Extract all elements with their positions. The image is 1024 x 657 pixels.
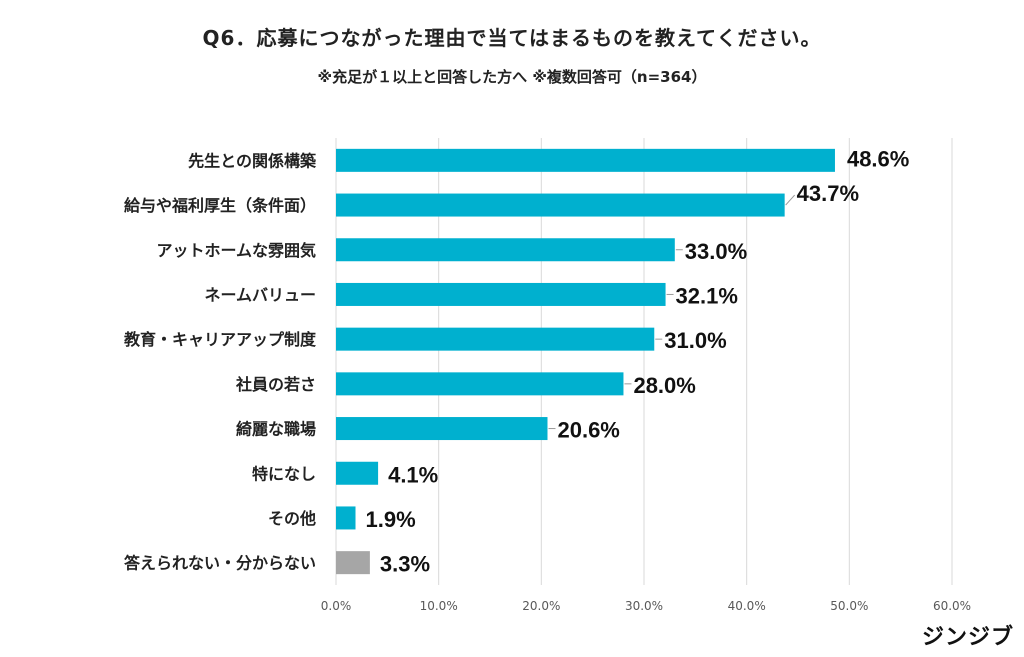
- category-label: ネームバリュー: [204, 285, 316, 304]
- category-label: 特になし: [252, 464, 316, 483]
- bar: [336, 551, 370, 575]
- x-tick-label: 10.0%: [420, 599, 458, 613]
- value-label: 28.0%: [633, 373, 695, 398]
- x-tick-label: 40.0%: [728, 599, 766, 613]
- bar: [336, 461, 379, 485]
- category-label: 教育・キャリアアップ制度: [124, 330, 317, 349]
- category-label: 社員の若さ: [235, 375, 316, 394]
- category-label: 綺麗な職場: [236, 420, 316, 439]
- value-label: 32.1%: [676, 283, 738, 308]
- x-tick-label: 50.0%: [830, 599, 868, 613]
- value-leader-line: [785, 194, 796, 206]
- value-label: 4.1%: [388, 462, 438, 487]
- value-label: 1.9%: [366, 507, 416, 532]
- category-label: アットホームな雰囲気: [156, 241, 316, 260]
- category-label: 答えられない・分からない: [124, 554, 316, 573]
- brand-logo: ジンジブ: [921, 625, 1014, 650]
- bar: [336, 148, 835, 172]
- x-tick-label: 20.0%: [522, 599, 560, 613]
- value-label: 3.3%: [380, 552, 430, 577]
- bar: [336, 193, 785, 217]
- bar: [336, 372, 624, 396]
- value-label: 48.6%: [847, 146, 909, 171]
- x-tick-label: 0.0%: [321, 599, 352, 613]
- bar: [336, 282, 666, 306]
- chart-subtitle: ※充足が１以上と回答した方へ ※複数回答可（n=364）: [317, 68, 707, 86]
- x-tick-label: 60.0%: [933, 599, 971, 613]
- value-label: 31.0%: [664, 328, 726, 353]
- category-label: その他: [268, 509, 316, 528]
- value-label: 43.7%: [797, 181, 859, 206]
- x-tick-label: 30.0%: [625, 599, 663, 613]
- bar: [336, 417, 548, 441]
- value-label: 33.0%: [685, 239, 747, 264]
- category-label: 先生との関係構築: [188, 151, 317, 170]
- value-label: 20.6%: [557, 418, 619, 443]
- bar: [336, 506, 356, 530]
- chart-title: Q6．応募につながった理由で当てはまるものを教えてください。: [202, 26, 822, 50]
- bar: [336, 327, 655, 351]
- bar: [336, 238, 675, 262]
- category-label: 給与や福利厚生（条件面）: [124, 196, 316, 215]
